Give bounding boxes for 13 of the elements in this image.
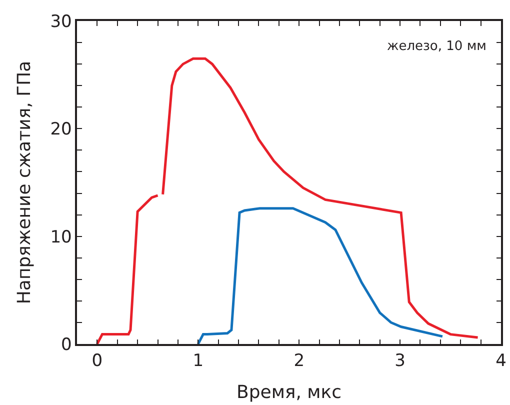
- y-tick-label: 30: [50, 12, 72, 32]
- annotation: железо, 10 мм: [387, 39, 486, 54]
- y-tick-label: 0: [61, 334, 72, 355]
- x-axis-title: Время, мкс: [236, 382, 342, 403]
- x-tick-label: 1: [192, 351, 204, 372]
- y-tick-label: 10: [50, 227, 72, 248]
- line-series: [196, 207, 444, 344]
- x-tick-label: 0: [92, 351, 103, 372]
- x-tick-label: 2: [294, 351, 305, 372]
- x-tick-label: 3: [394, 351, 406, 372]
- y-tick-label: 20: [50, 120, 72, 140]
- y-axis-title: Напряжение сжатия, ГПа: [14, 60, 35, 304]
- x-tick-label: 4: [496, 351, 506, 372]
